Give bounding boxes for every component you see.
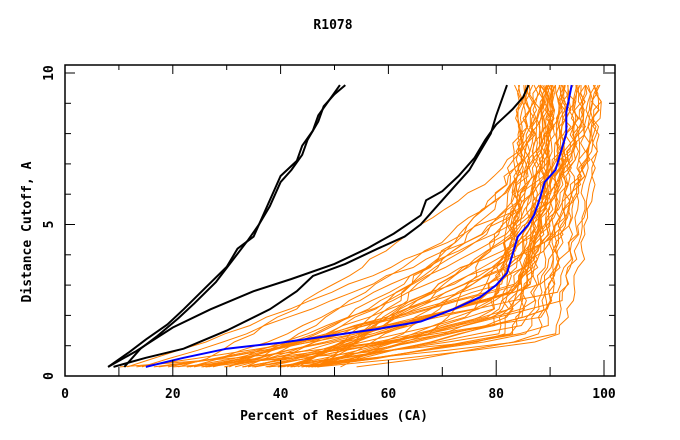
- other-model-curve: [293, 84, 549, 368]
- chart-title: R1078: [313, 18, 352, 33]
- plot-frame: [64, 64, 616, 377]
- other-model-curve: [302, 85, 534, 368]
- y-tick-label: 0: [42, 372, 57, 380]
- highlight-curve-layer: [145, 84, 573, 368]
- other-model-curve: [141, 85, 586, 368]
- x-tick-label: 60: [381, 387, 397, 402]
- other-model-curve: [242, 85, 577, 368]
- other-model-curve: [356, 84, 564, 368]
- other-model-curve: [283, 85, 553, 368]
- other-model-curve: [287, 84, 591, 368]
- other-model-curve: [208, 85, 585, 368]
- axis-ticks: [64, 65, 615, 377]
- other-model-curve: [189, 84, 583, 368]
- other-model-curve: [265, 84, 535, 368]
- other-model-curve: [244, 84, 574, 368]
- other-model-curve: [254, 84, 548, 368]
- axis-tick-labels: 0 20 40 60 80 100 0 5 10: [42, 65, 616, 402]
- other-model-curve: [317, 84, 602, 368]
- y-tick-label: 10: [42, 65, 57, 81]
- y-axis-label: Distance Cutoff, A: [20, 161, 35, 302]
- other-model-curve: [312, 84, 599, 368]
- reference-curve: [123, 84, 346, 368]
- other-model-curve: [267, 84, 587, 368]
- reference-curve: [107, 84, 530, 368]
- other-model-curve: [305, 85, 562, 368]
- other-model-curve: [317, 84, 524, 368]
- highlight-curve: [145, 84, 573, 368]
- other-model-curve: [202, 84, 600, 368]
- other-model-curve: [127, 85, 564, 368]
- other-model-curve: [254, 84, 592, 368]
- x-tick-label: 20: [165, 387, 181, 402]
- reference-curve: [113, 84, 508, 368]
- other-model-curve: [277, 85, 565, 368]
- x-tick-label: 0: [61, 387, 69, 402]
- reference-curves: [107, 84, 530, 368]
- y-tick-label: 5: [42, 221, 57, 229]
- other-model-curve: [206, 85, 568, 368]
- other-model-curves: [119, 84, 602, 368]
- x-tick-label: 100: [592, 387, 616, 402]
- other-model-curve: [247, 84, 540, 368]
- other-model-curve: [312, 84, 549, 368]
- x-tick-label: 40: [273, 387, 289, 402]
- other-model-curve: [119, 85, 531, 368]
- other-model-curve: [308, 85, 579, 368]
- other-model-curve: [205, 84, 580, 368]
- other-model-curve: [186, 85, 546, 368]
- x-tick-label: 80: [488, 387, 504, 402]
- other-model-curve: [280, 84, 554, 368]
- x-axis-label: Percent of Residues (CA): [240, 409, 428, 424]
